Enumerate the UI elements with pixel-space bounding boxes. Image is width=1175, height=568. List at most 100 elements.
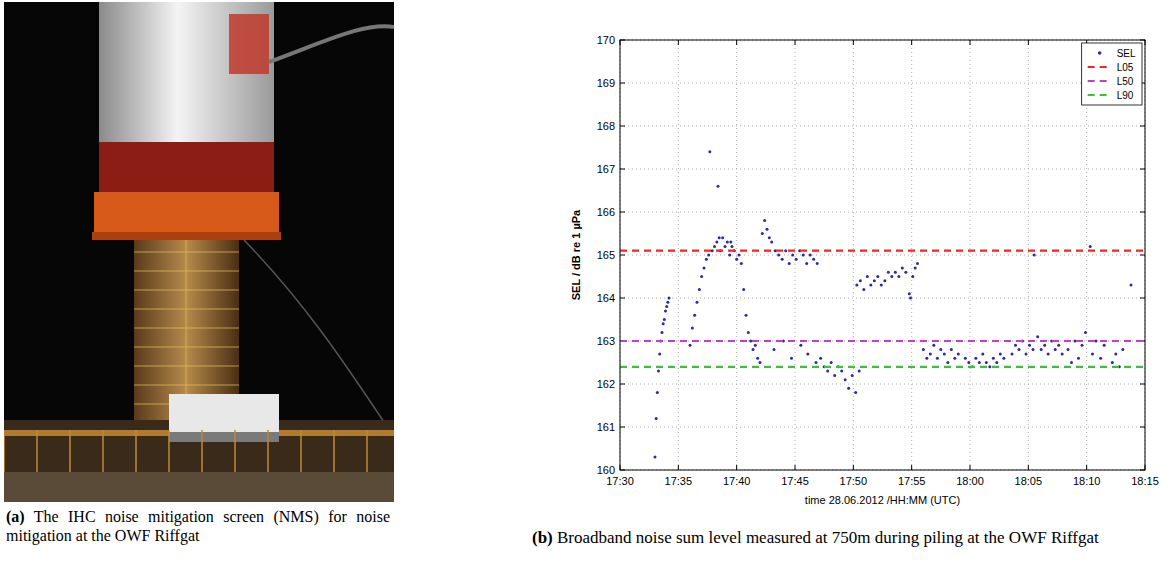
grid-line <box>620 255 1145 256</box>
photo-railing-post <box>135 430 137 472</box>
data-point <box>1036 335 1039 338</box>
data-point <box>668 297 671 300</box>
data-point <box>932 344 935 347</box>
data-point <box>717 185 720 188</box>
tick-mark <box>620 169 625 170</box>
data-point <box>812 258 815 261</box>
data-point <box>854 391 857 394</box>
x-axis-title: time 28.06.2012 /HH:MM (UTC) <box>805 494 960 506</box>
data-point <box>1014 344 1017 347</box>
plot-frame <box>620 40 1145 470</box>
data-point <box>805 262 808 265</box>
tick-mark <box>970 465 971 470</box>
grid-line <box>620 298 1145 299</box>
data-point <box>718 236 721 239</box>
data-point <box>768 236 771 239</box>
data-point <box>855 284 858 287</box>
caption-label: (b) <box>532 528 553 547</box>
data-point <box>967 361 970 364</box>
legend-label: L50 <box>1117 76 1134 87</box>
legend-swatch <box>1088 66 1112 68</box>
photo-railing-post <box>366 430 368 472</box>
data-point <box>1011 352 1014 355</box>
grid <box>620 40 1145 470</box>
data-point <box>752 348 755 351</box>
data-point <box>876 275 879 278</box>
x-tick-label: 17:45 <box>781 475 809 487</box>
data-point <box>1091 352 1094 355</box>
data-point <box>943 352 946 355</box>
data-point <box>693 314 696 317</box>
photo-railing-post <box>102 430 104 472</box>
tick-mark <box>736 40 737 45</box>
data-point <box>833 374 836 377</box>
x-tick-label: 17:40 <box>723 475 751 487</box>
data-point <box>999 352 1002 355</box>
data-point <box>742 288 745 291</box>
data-point <box>939 348 942 351</box>
data-point <box>705 258 708 261</box>
legend-label: L05 <box>1117 62 1134 73</box>
data-point <box>662 322 665 325</box>
tick-mark <box>736 465 737 470</box>
data-point <box>950 348 953 351</box>
photo-railing-post <box>69 430 71 472</box>
y-tick-label: 160 <box>597 464 615 476</box>
data-point <box>1028 344 1031 347</box>
data-point <box>816 262 819 265</box>
grid-line <box>620 341 1145 342</box>
legend-swatch <box>1098 51 1102 55</box>
data-point <box>1057 344 1060 347</box>
y-axis-title: SEL / dB re 1 µPa <box>570 209 582 300</box>
data-point <box>858 370 861 373</box>
y-tick-label: 166 <box>597 206 615 218</box>
data-point <box>1033 254 1036 257</box>
data-point <box>859 279 862 282</box>
data-point <box>728 254 731 257</box>
photo-platform <box>4 420 394 502</box>
data-point <box>862 288 865 291</box>
data-point <box>790 357 793 360</box>
data-point <box>655 417 658 420</box>
data-point <box>929 352 932 355</box>
tick-mark <box>911 465 912 470</box>
tick-mark <box>1028 465 1029 470</box>
grid-line <box>678 40 679 470</box>
data-point <box>707 254 710 257</box>
photo-railing-post <box>4 430 5 472</box>
data-point <box>696 301 699 304</box>
data-point <box>738 254 741 257</box>
data-point <box>869 284 872 287</box>
data-point <box>922 348 925 351</box>
data-point <box>656 391 659 394</box>
data-point <box>657 370 660 373</box>
y-tick-label: 169 <box>597 77 615 89</box>
tick-mark <box>970 40 971 45</box>
data-point <box>851 374 854 377</box>
data-point <box>806 352 809 355</box>
data-point <box>700 275 703 278</box>
tick-mark <box>1028 40 1029 45</box>
y-tick-label: 162 <box>597 378 615 390</box>
data-point <box>840 370 843 373</box>
data-point <box>788 262 791 265</box>
level-line <box>620 340 1145 342</box>
data-point <box>904 271 907 274</box>
data-point <box>1099 357 1102 360</box>
data-point <box>847 387 850 390</box>
data-point <box>802 254 805 257</box>
data-point <box>766 228 769 231</box>
data-point <box>911 275 914 278</box>
grid-line <box>620 384 1145 385</box>
data-point <box>715 241 718 244</box>
data-point <box>1121 348 1124 351</box>
photo-railing-post <box>201 430 203 472</box>
x-tick-label: 18:10 <box>1073 475 1101 487</box>
legend-swatch <box>1088 94 1112 96</box>
data-point <box>1043 344 1046 347</box>
y-tick-label: 165 <box>597 249 615 261</box>
tick-mark <box>620 212 625 213</box>
data-point <box>1047 352 1050 355</box>
data-point <box>978 361 981 364</box>
x-tick-label: 18:05 <box>1015 475 1043 487</box>
